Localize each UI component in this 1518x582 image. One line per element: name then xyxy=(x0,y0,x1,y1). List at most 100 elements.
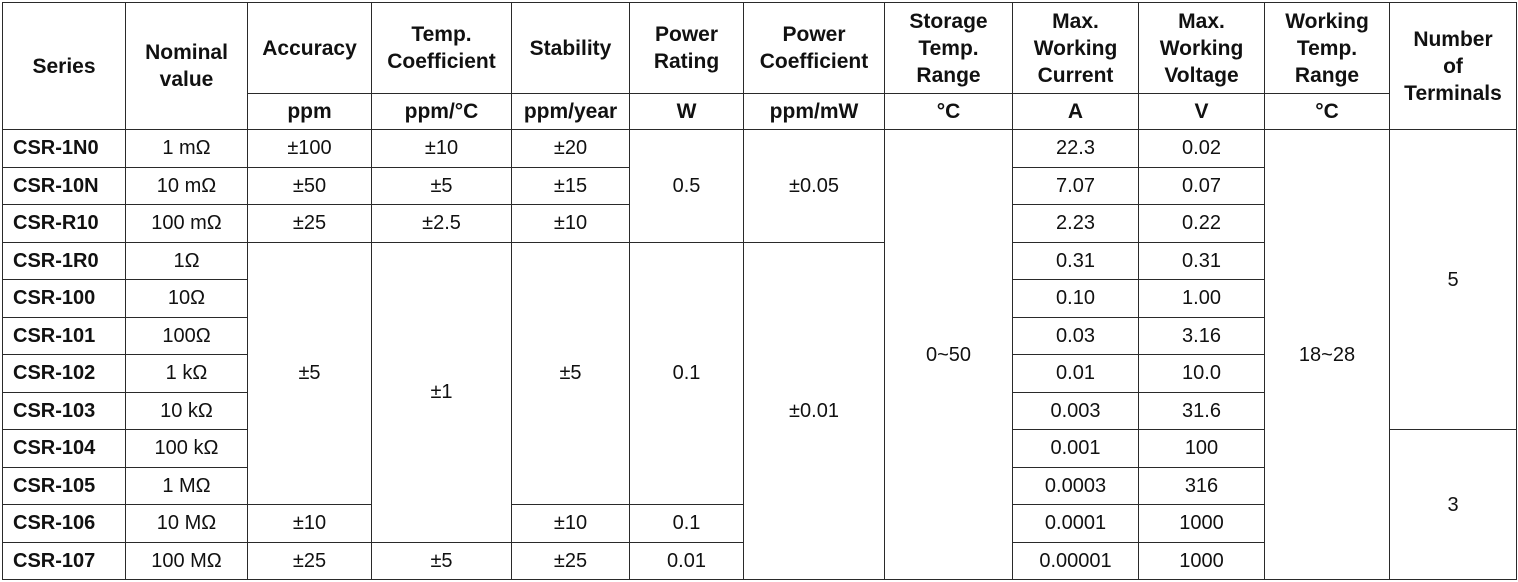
current-cell: 22.3 xyxy=(1012,129,1139,168)
series-cell: CSR-102 xyxy=(2,354,126,393)
stability-cell: ±25 xyxy=(511,541,630,580)
voltage-cell: 31.6 xyxy=(1138,391,1265,430)
unit-power-coefficient: ppm/mW xyxy=(743,93,885,130)
voltage-cell: 3.16 xyxy=(1138,316,1265,355)
header-nominal-value: Nominal value xyxy=(125,2,248,130)
current-cell: 0.001 xyxy=(1012,429,1139,468)
power-rating-cell: 0.01 xyxy=(629,541,744,580)
accuracy-cell: ±25 xyxy=(247,204,372,243)
temp-coefficient-cell: ±5 xyxy=(371,166,512,205)
nominal-cell: 1 MΩ xyxy=(125,466,248,505)
current-cell: 0.03 xyxy=(1012,316,1139,355)
header-power-rating: Power Rating xyxy=(629,2,744,94)
nominal-cell: 10 mΩ xyxy=(125,166,248,205)
voltage-cell: 0.31 xyxy=(1138,241,1265,280)
unit-storage-temp: °C xyxy=(884,93,1013,130)
stability-cell: ±10 xyxy=(511,204,630,243)
voltage-cell: 0.07 xyxy=(1138,166,1265,205)
current-cell: 0.31 xyxy=(1012,241,1139,280)
header-working-temp-range: Working Temp. Range xyxy=(1264,2,1390,94)
temp-coefficient-cell: ±10 xyxy=(371,129,512,168)
series-cell: CSR-106 xyxy=(2,504,126,543)
table-row: CSR-10N 10 mΩ ±50 ±5 ±15 7.07 0.07 xyxy=(2,166,1517,205)
header-storage-temp-range: Storage Temp. Range xyxy=(884,2,1013,94)
unit-accuracy: ppm xyxy=(247,93,372,130)
header-stability: Stability xyxy=(511,2,630,94)
current-cell: 0.01 xyxy=(1012,354,1139,393)
header-number-of-terminals: Number of Terminals xyxy=(1389,2,1517,130)
voltage-cell: 1000 xyxy=(1138,541,1265,580)
power-coefficient-cell: ±0.05 xyxy=(743,129,885,243)
terminals-cell: 3 xyxy=(1389,429,1517,580)
table-row: CSR-1N0 1 mΩ ±100 ±10 ±20 0.5 ±0.05 0~50… xyxy=(2,129,1517,580)
unit-power-rating: W xyxy=(629,93,744,130)
series-cell: CSR-100 xyxy=(2,279,126,318)
temp-coefficient-cell: ±5 xyxy=(371,541,512,580)
voltage-cell: 10.0 xyxy=(1138,354,1265,393)
current-cell: 2.23 xyxy=(1012,204,1139,243)
nominal-cell: 10 MΩ xyxy=(125,504,248,543)
unit-working-temp: °C xyxy=(1264,93,1390,130)
current-cell: 0.0003 xyxy=(1012,466,1139,505)
current-cell: 0.00001 xyxy=(1012,541,1139,580)
header-max-working-current: Max. Working Current xyxy=(1012,2,1139,94)
nominal-cell: 1 mΩ xyxy=(125,129,248,168)
power-coefficient-cell: ±0.01 xyxy=(743,241,885,580)
voltage-cell: 316 xyxy=(1138,466,1265,505)
terminals-cell: 5 xyxy=(1389,129,1517,430)
unit-max-current: A xyxy=(1012,93,1139,130)
current-cell: 0.0001 xyxy=(1012,504,1139,543)
voltage-cell: 1.00 xyxy=(1138,279,1265,318)
table-row: CSR-1R0 1Ω ±5 ±1 ±5 0.1 ±0.01 0.31 0.31 xyxy=(2,241,1517,580)
temp-coefficient-cell: ±2.5 xyxy=(371,204,512,243)
voltage-cell: 100 xyxy=(1138,429,1265,468)
voltage-cell: 0.22 xyxy=(1138,204,1265,243)
nominal-cell: 100 kΩ xyxy=(125,429,248,468)
nominal-cell: 10 kΩ xyxy=(125,391,248,430)
nominal-cell: 100Ω xyxy=(125,316,248,355)
accuracy-cell: ±10 xyxy=(247,504,372,543)
storage-temp-cell: 0~50 xyxy=(884,129,1013,580)
header-temp-coefficient: Temp. Coefficient xyxy=(371,2,512,94)
stability-cell: ±20 xyxy=(511,129,630,168)
table-row: CSR-107 100 MΩ ±25 ±5 ±25 0.01 0.00001 1… xyxy=(2,541,1517,580)
current-cell: 0.10 xyxy=(1012,279,1139,318)
header-series: Series xyxy=(2,2,126,130)
header-power-coefficient: Power Coefficient xyxy=(743,2,885,94)
series-cell: CSR-10N xyxy=(2,166,126,205)
table-row: CSR-102 1 kΩ 0.01 10.0 xyxy=(2,354,1517,393)
temp-coefficient-cell: ±1 xyxy=(371,241,512,543)
power-rating-cell: 0.1 xyxy=(629,504,744,543)
series-cell: CSR-1N0 xyxy=(2,129,126,168)
power-rating-cell: 0.5 xyxy=(629,129,744,243)
accuracy-cell: ±50 xyxy=(247,166,372,205)
nominal-cell: 1Ω xyxy=(125,241,248,280)
series-cell: CSR-101 xyxy=(2,316,126,355)
header-max-working-voltage: Max. Working Voltage xyxy=(1138,2,1265,94)
header-row: Series Nominal value Accuracy Temp. Coeffi… xyxy=(2,2,1517,130)
power-rating-cell: 0.1 xyxy=(629,241,744,505)
series-cell: CSR-104 xyxy=(2,429,126,468)
accuracy-cell: ±25 xyxy=(247,541,372,580)
voltage-cell: 0.02 xyxy=(1138,129,1265,168)
stability-cell: ±15 xyxy=(511,166,630,205)
table-row: CSR-103 10 kΩ 0.003 31.6 xyxy=(2,391,1517,430)
nominal-cell: 1 kΩ xyxy=(125,354,248,393)
current-cell: 0.003 xyxy=(1012,391,1139,430)
unit-temp-coefficient: ppm/°C xyxy=(371,93,512,130)
nominal-cell: 100 mΩ xyxy=(125,204,248,243)
unit-stability: ppm/year xyxy=(511,93,630,130)
stability-cell: ±10 xyxy=(511,504,630,543)
unit-row: ppm ppm/°C ppm/year W ppm/mW °C A V °C xyxy=(3,93,1517,130)
series-cell: CSR-105 xyxy=(2,466,126,505)
header-accuracy: Accuracy xyxy=(247,2,372,94)
voltage-cell: 1000 xyxy=(1138,504,1265,543)
table-row: CSR-104 100 kΩ 0.001 100 3 xyxy=(2,429,1517,580)
accuracy-cell: ±100 xyxy=(247,129,372,168)
series-cell: CSR-103 xyxy=(2,391,126,430)
unit-max-voltage: V xyxy=(1138,93,1265,130)
series-cell: CSR-R10 xyxy=(2,204,126,243)
table-row: CSR-R10 100 mΩ ±25 ±2.5 ±10 2.23 0.22 xyxy=(2,204,1517,243)
working-temp-cell: 18~28 xyxy=(1264,129,1390,580)
